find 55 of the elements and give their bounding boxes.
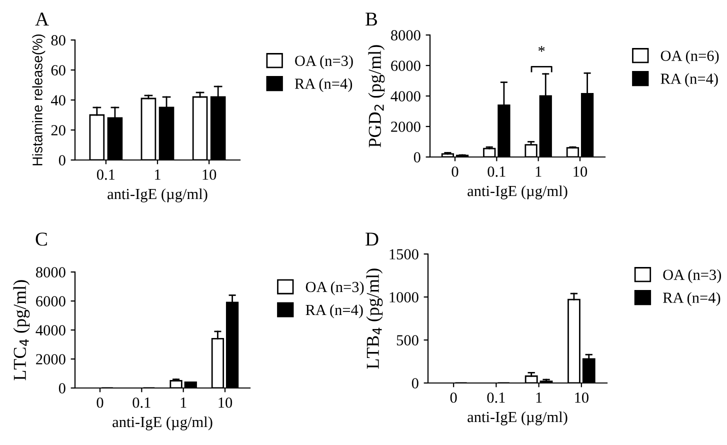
- y-tick-label: 8000: [391, 30, 420, 40]
- chart-title: D: [366, 232, 378, 246]
- y-tick-label: 0: [412, 378, 418, 388]
- y-tick-label: 500: [396, 335, 418, 346]
- y-tick-label: 0: [58, 155, 66, 166]
- legend-label: RA (n=4): [663, 292, 720, 306]
- y-axis-title: LTC$_{4}$ (pg/ml): [13, 280, 30, 380]
- y-tick-label: 20: [51, 125, 66, 136]
- y-tick-label: 1500: [390, 249, 418, 260]
- y-tick-label: 60: [51, 65, 66, 76]
- y-tick-label: 1000: [390, 292, 418, 302]
- x-tick-label: 1: [180, 398, 186, 408]
- legend-label: OA (n=6): [660, 50, 719, 64]
- x-axis-title: anti-IgE (µg/ml): [468, 411, 568, 426]
- y-axis-title: Histamine release(%): [32, 34, 46, 166]
- legend-label: OA (n=3): [295, 55, 353, 70]
- x-tick-label: 1: [536, 392, 542, 403]
- x-axis-title: anti-IgE (µg/ml): [108, 188, 208, 202]
- y-tick-label: 4000: [390, 91, 420, 102]
- x-tick-label: 10: [202, 169, 216, 180]
- chart-title: C: [36, 232, 47, 246]
- y-tick-label: 40: [50, 95, 66, 106]
- legend-label: OA (n=3): [663, 269, 722, 284]
- x-tick-label: 0.1: [488, 166, 506, 177]
- y-tick-label: 80: [51, 35, 66, 46]
- x-tick-label: 0.1: [487, 392, 505, 403]
- x-tick-label: 10: [574, 166, 588, 177]
- x-tick-label: 10: [218, 397, 232, 408]
- x-tick-label: 0: [96, 397, 104, 408]
- x-tick-label: 0.1: [96, 169, 115, 180]
- legend-label: OA (n=3): [306, 281, 364, 296]
- y-tick-label: 0: [414, 152, 420, 162]
- annotation: *: [538, 46, 545, 52]
- y-axis-title: PGD$_{2}$ (pg/ml): [368, 45, 385, 148]
- y-tick-label: 2000: [391, 122, 420, 132]
- x-axis-title: anti-IgE (µg/ml): [112, 416, 212, 430]
- x-axis-title: anti-IgE (µg/ml): [468, 185, 568, 200]
- legend-label: RA (n=4): [294, 78, 352, 92]
- x-tick-label: 0: [450, 392, 457, 403]
- y-axis-title: LTB$_{4}$ (pg/ml): [366, 268, 383, 369]
- x-tick-label: 10: [575, 392, 588, 403]
- y-tick-label: 8000: [36, 267, 66, 278]
- legend-label: RA (n=4): [660, 73, 718, 88]
- y-tick-label: 0: [58, 383, 66, 394]
- chart-title: A: [35, 12, 49, 26]
- y-tick-label: 6000: [36, 296, 66, 306]
- chart-title: B: [366, 12, 378, 26]
- x-tick-label: 1: [536, 166, 542, 177]
- x-tick-label: 1: [155, 170, 160, 180]
- x-tick-label: 0: [452, 166, 458, 177]
- y-tick-label: 6000: [391, 60, 420, 71]
- x-tick-label: 0.1: [132, 397, 150, 408]
- y-tick-label: 2000: [36, 354, 66, 364]
- y-tick-label: 4000: [36, 325, 66, 336]
- legend-label: RA (n=4): [306, 304, 363, 318]
